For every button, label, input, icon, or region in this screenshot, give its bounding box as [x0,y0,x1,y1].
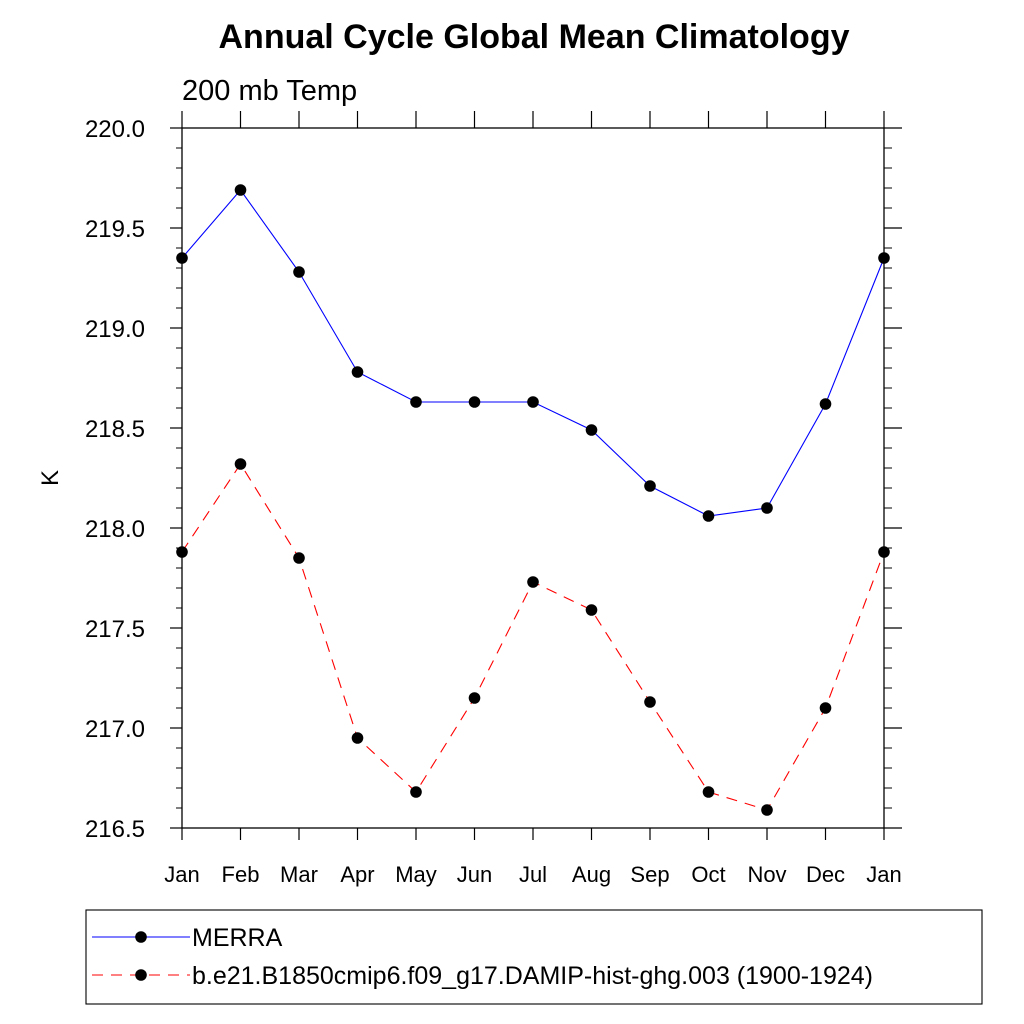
y-tick-label: 220.0 [85,116,145,143]
series-0-point [234,184,247,196]
legend: MERRA b.e21.B1850cmip6.f09_g17.DAMIP-hist… [85,909,983,1005]
series-1-point [644,696,656,708]
legend-entries: MERRA b.e21.B1850cmip6.f09_g17.DAMIP-hist… [92,924,873,990]
series-0-point [585,424,598,436]
series-points [176,184,890,816]
y-tick-label: 216.5 [85,816,145,843]
y-tick-label: 218.5 [85,416,145,443]
series-1-point [702,786,715,798]
series-1-point [761,804,773,816]
series-lines [181,189,885,811]
plot-frame [181,127,885,829]
series-1-point [819,702,832,714]
y-tick-label: 218.0 [85,516,145,543]
x-tick-label: Nov [747,862,786,887]
chart-subtitle: 200 mb Temp [182,75,357,107]
x-tick-label: Jan [164,862,199,887]
legend-marker-0 [135,931,147,943]
y-tick-label: 219.0 [85,316,145,343]
x-tick-label: Jun [457,862,492,887]
y-tick-label: 219.5 [85,216,145,243]
series-0-point [293,266,305,278]
legend-label-0: MERRA [192,924,283,952]
series-1-point [351,732,364,744]
x-tick-label: Sep [630,862,669,887]
x-tick-label: Dec [806,862,845,887]
series-line-1 [181,462,885,811]
series-1-point [234,458,247,470]
legend-label-1: b.e21.B1850cmip6.f09_g17.DAMIP-hist-ghg.… [192,962,873,990]
x-tick-label: Mar [280,862,318,887]
series-1-point [527,576,539,588]
y-axis-label: K [37,470,64,486]
x-tick-label: Apr [340,862,374,887]
series-1-point [293,552,305,564]
chart-title: Annual Cycle Global Mean Climatology [219,18,850,56]
x-tick-label: Oct [691,862,725,887]
series-0-point [819,398,832,410]
series-0-point [644,480,656,492]
series-0-point [468,396,481,408]
series-0-point [527,396,539,408]
x-tick-label: Jul [519,862,547,887]
y-tick-labels: 216.5 217.0 217.5 218.0 218.5 219.0 219.5 220.0 [85,116,145,843]
series-1-point [468,692,481,704]
x-tick-labels: Jan Feb Mar Apr May Jun Jul Aug Sep Oct Nov Dec Jan [164,862,901,887]
series-0-point [761,502,773,514]
x-tick-label: Jan [866,862,901,887]
y-tick-label: 217.0 [85,716,145,743]
major-ticks [170,111,902,840]
series-1-point [585,604,598,616]
series-0-point [702,510,715,522]
legend-box [85,909,983,1005]
x-tick-label: Feb [222,862,260,887]
x-tick-label: Aug [572,862,611,887]
series-0-point [351,366,364,378]
legend-marker-1 [135,969,147,981]
x-tick-label: May [395,862,437,887]
y-tick-label: 217.5 [85,616,145,643]
minor-ticks [176,147,892,809]
series-0-point [410,396,422,408]
series-line-0 [181,189,885,517]
series-1-point [410,786,422,798]
